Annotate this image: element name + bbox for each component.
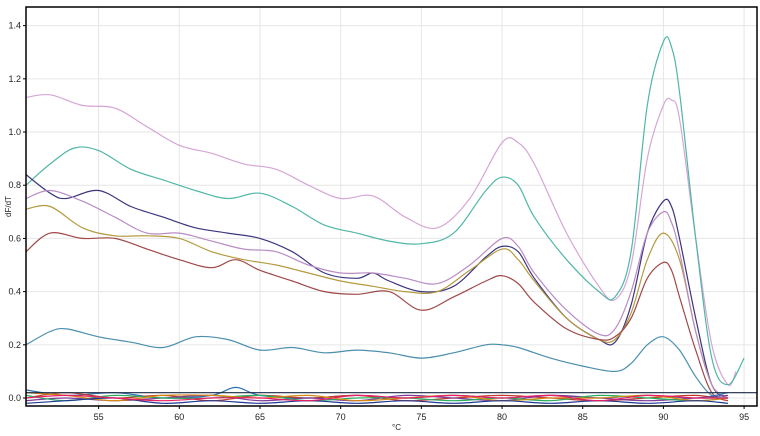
y-tick-label: 1.2 bbox=[8, 74, 21, 84]
y-tick-label: 0.2 bbox=[8, 340, 21, 350]
y-axis-title: dF/dT bbox=[4, 196, 13, 217]
series-line-2 bbox=[25, 36, 745, 386]
series-line-6 bbox=[25, 189, 729, 399]
x-tick-label: 60 bbox=[174, 412, 184, 422]
x-tick-label: 70 bbox=[336, 412, 346, 422]
y-tick-label: 0.6 bbox=[8, 233, 21, 243]
y-tick-label: 1.0 bbox=[8, 127, 21, 137]
series-line-4 bbox=[25, 204, 729, 399]
series-line-7 bbox=[25, 327, 729, 399]
y-tick-label: 0.4 bbox=[8, 287, 21, 297]
x-tick-label: 75 bbox=[416, 412, 426, 422]
x-tick-label: 80 bbox=[497, 412, 507, 422]
x-axis-ticks: 55 60 65 70 75 80 85 90 95 bbox=[94, 406, 749, 422]
x-axis-title: °C bbox=[392, 423, 401, 432]
plot-frame bbox=[25, 6, 758, 407]
y-tick-label: 0.8 bbox=[8, 180, 21, 190]
y-axis-ticks: 0.0 0.2 0.4 0.6 0.8 1.0 1.2 1.4 bbox=[8, 21, 26, 403]
series-line-12 bbox=[25, 392, 729, 402]
x-tick-label: 65 bbox=[255, 412, 265, 422]
series-layer bbox=[25, 36, 745, 404]
series-line-1 bbox=[25, 93, 737, 387]
series-line-13 bbox=[25, 397, 729, 404]
x-tick-label: 90 bbox=[658, 412, 668, 422]
series-line-5 bbox=[25, 232, 729, 399]
x-tick-label: 85 bbox=[578, 412, 588, 422]
x-tick-label: 55 bbox=[94, 412, 104, 422]
series-line-3 bbox=[25, 174, 729, 399]
y-tick-label: 0.0 bbox=[8, 393, 21, 403]
series-line-14 bbox=[25, 394, 729, 402]
y-tick-label: 1.4 bbox=[8, 21, 21, 31]
x-tick-label: 95 bbox=[739, 412, 749, 422]
